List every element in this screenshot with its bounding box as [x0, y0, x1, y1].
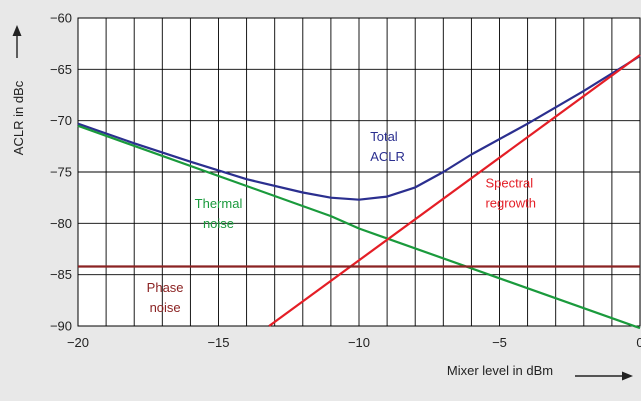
x-tick-label: −15 — [207, 335, 229, 350]
series-line-spectral-regrowth — [268, 54, 641, 327]
series-annotation: Spectral regrowth — [485, 175, 536, 210]
tick-labels: −60 −65 −70 −75 −80 −85 −90−20 −15 −10 −5 0 — [50, 11, 641, 351]
series-lines — [77, 54, 641, 330]
series-annotation: Thermal noise — [195, 196, 243, 231]
x-tick-label: −5 — [492, 335, 507, 350]
series-annotation: Phase noise — [147, 280, 184, 315]
y-tick-label: −85 — [50, 267, 72, 282]
y-tick-label: −70 — [50, 113, 72, 128]
major-grid — [77, 17, 641, 327]
plot-border — [77, 17, 641, 327]
y-tick-label: −75 — [50, 165, 72, 180]
y-tick-label: −60 — [50, 11, 72, 26]
y-axis-label: ACLR in dBc — [11, 80, 26, 155]
x-tick-label: 0 — [636, 335, 641, 350]
series-line-total-aclr — [77, 55, 641, 201]
y-tick-label: −90 — [50, 319, 72, 334]
series-annotation: Total ACLR — [370, 129, 405, 164]
y-tick-label: −80 — [50, 216, 72, 231]
annotations: Total ACLR Spectral regrowth Thermal noise Pha… — [147, 129, 536, 315]
x-tick-label: −10 — [348, 335, 370, 350]
series-line-thermal-noise — [77, 124, 641, 330]
x-axis-label: Mixer level in dBm — [447, 363, 553, 378]
y-axis-arrow-icon — [12, 25, 22, 58]
x-axis-arrow-icon — [575, 371, 633, 381]
y-tick-label: −65 — [50, 62, 72, 77]
x-tick-label: −20 — [67, 335, 89, 350]
